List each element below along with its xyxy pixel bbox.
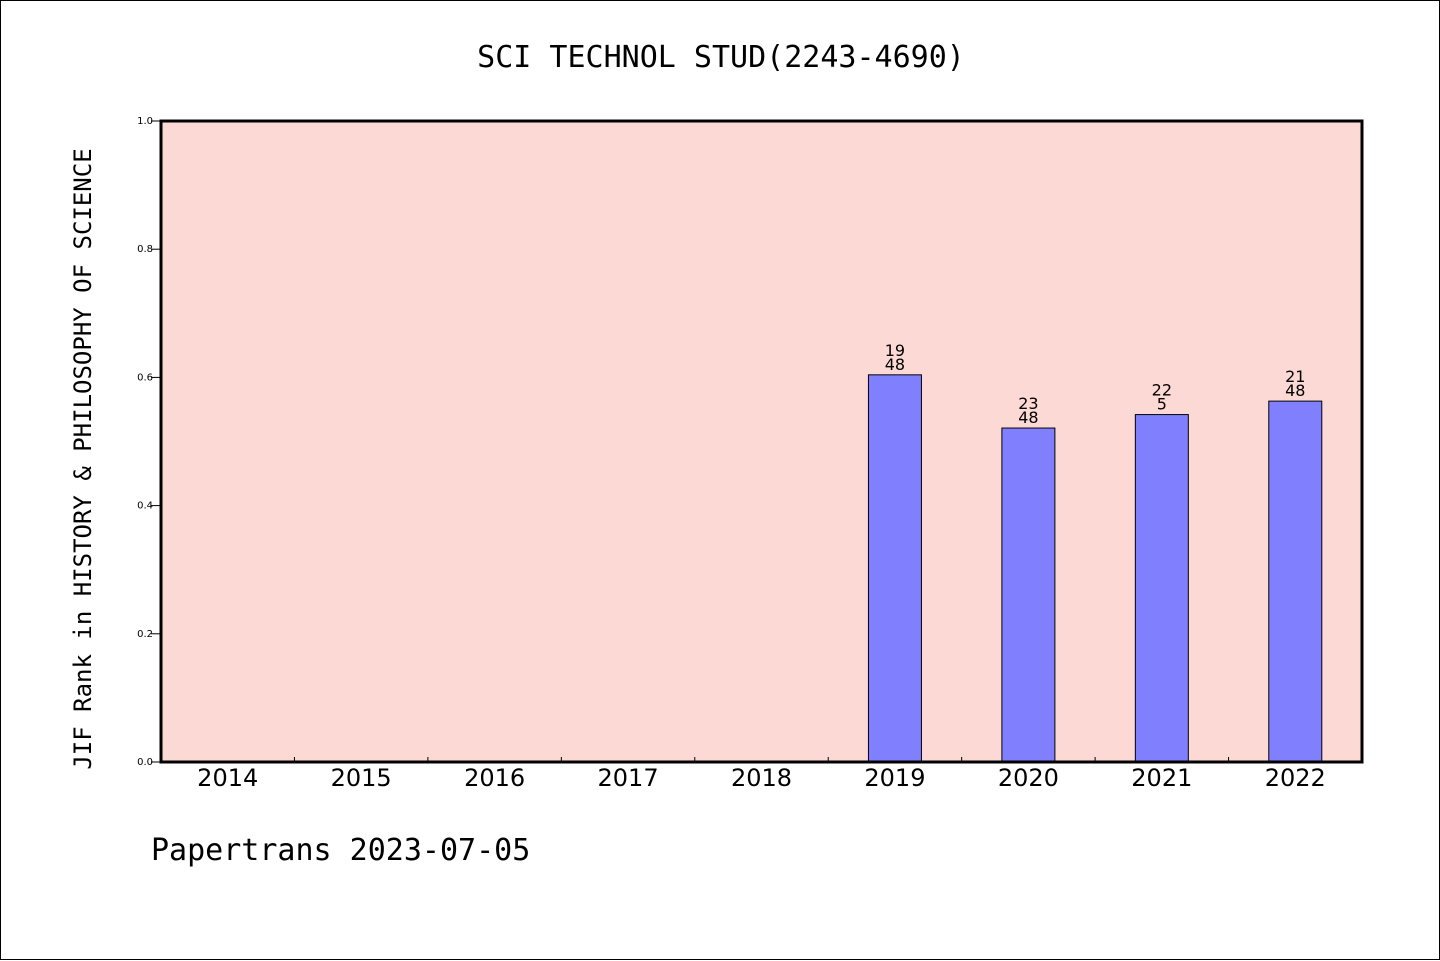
x-tick-label: 2017 <box>598 764 659 792</box>
bar-label-rank: 22 <box>1152 381 1172 400</box>
bar-2019[interactable] <box>867 374 922 763</box>
bar-label-total: 48 <box>1285 381 1305 400</box>
y-tick-label: 0.2 <box>137 629 153 640</box>
y-tick-label: 0.4 <box>137 501 153 512</box>
y-tick-label: 1.0 <box>137 116 153 127</box>
x-tick-label: 2015 <box>331 764 392 792</box>
y-tick-label: 0.6 <box>137 372 153 383</box>
x-tick-label: 2021 <box>1131 764 1192 792</box>
x-tick-label: 2016 <box>464 764 525 792</box>
plot-area: 0.0 0.2 0.4 0.6 0.8 1.0 2014 2015 2016 2017 2018 19… <box>137 116 1364 792</box>
y-tick-label: 0.0 <box>137 757 153 768</box>
bar-label-total: 5 <box>1157 395 1167 414</box>
chart-title: SCI TECHNOL STUD(2243-4690) <box>477 40 965 75</box>
bar-label-total: 48 <box>1018 408 1038 427</box>
x-tick-label: 2020 <box>998 764 1059 792</box>
bar-label-rank: 23 <box>1018 394 1038 413</box>
x-tick-label: 2018 <box>731 764 792 792</box>
bar-2021[interactable] <box>1134 414 1189 763</box>
y-tick-label: 0.8 <box>137 244 153 255</box>
x-tick-label: 2022 <box>1265 764 1326 792</box>
bar-label-total: 48 <box>885 355 905 374</box>
bar-label-rank: 21 <box>1285 367 1305 386</box>
x-tick-label: 2019 <box>864 764 925 792</box>
bar-2020[interactable] <box>1001 427 1056 763</box>
y-axis-label: JIF Rank in HISTORY & PHILOSOPHY OF SCIE… <box>69 148 97 769</box>
bar-label-rank: 19 <box>885 341 905 360</box>
plot-border <box>159 119 1364 764</box>
x-tick-label: 2014 <box>197 764 258 792</box>
footer-source-date: Papertrans 2023-07-05 <box>151 833 531 868</box>
bar-2022[interactable] <box>1268 400 1323 763</box>
